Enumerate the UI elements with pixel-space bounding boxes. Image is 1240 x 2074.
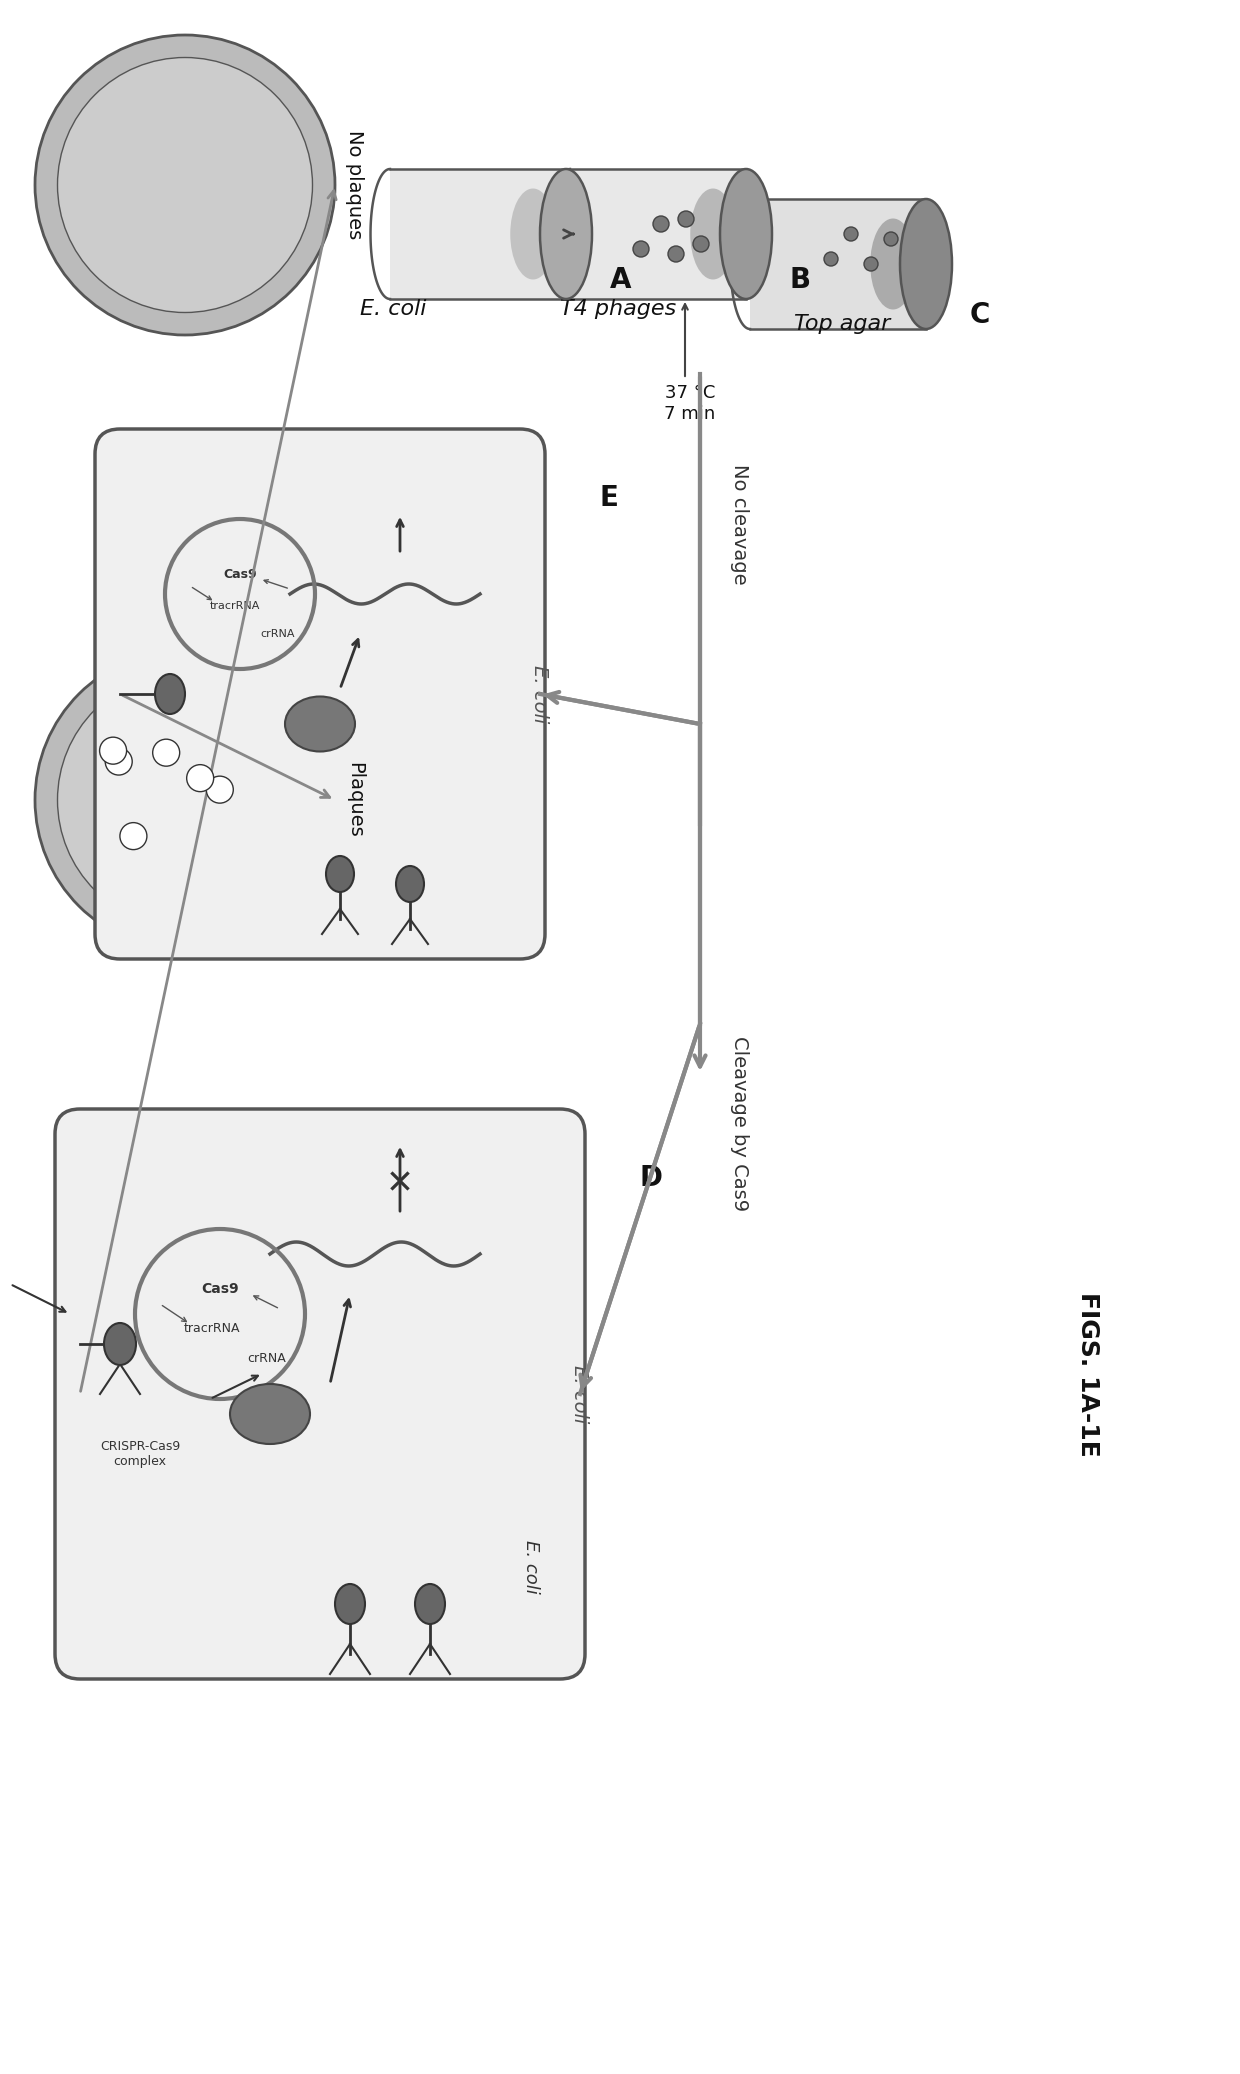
Ellipse shape bbox=[206, 776, 233, 803]
Ellipse shape bbox=[104, 1323, 136, 1365]
Text: E. coli: E. coli bbox=[570, 1365, 589, 1423]
Text: Plaques: Plaques bbox=[345, 761, 365, 838]
Bar bbox=[391, 168, 565, 299]
Circle shape bbox=[693, 236, 709, 253]
Ellipse shape bbox=[335, 1585, 365, 1624]
Text: tracrRNA: tracrRNA bbox=[184, 1323, 239, 1336]
Text: B: B bbox=[790, 265, 811, 295]
Text: Cleavage by Cas9: Cleavage by Cas9 bbox=[730, 1037, 749, 1211]
Ellipse shape bbox=[396, 867, 424, 902]
Ellipse shape bbox=[155, 674, 185, 713]
Circle shape bbox=[825, 253, 838, 265]
Text: No plaques: No plaques bbox=[345, 131, 365, 241]
Ellipse shape bbox=[539, 168, 591, 299]
FancyBboxPatch shape bbox=[95, 429, 546, 958]
Ellipse shape bbox=[720, 168, 773, 299]
Text: D: D bbox=[640, 1164, 663, 1193]
Ellipse shape bbox=[35, 649, 335, 950]
Ellipse shape bbox=[285, 697, 355, 751]
Ellipse shape bbox=[691, 189, 735, 280]
Text: E: E bbox=[600, 483, 619, 512]
FancyBboxPatch shape bbox=[55, 1110, 585, 1680]
Ellipse shape bbox=[57, 672, 312, 927]
Text: E. coli: E. coli bbox=[360, 299, 427, 319]
Circle shape bbox=[653, 216, 670, 232]
Ellipse shape bbox=[415, 1585, 445, 1624]
Text: Cas9: Cas9 bbox=[223, 568, 257, 581]
Text: FIGS. 1A-1E: FIGS. 1A-1E bbox=[1076, 1292, 1100, 1456]
Ellipse shape bbox=[35, 35, 335, 336]
Text: C: C bbox=[970, 301, 991, 330]
Ellipse shape bbox=[57, 58, 312, 313]
Circle shape bbox=[678, 212, 694, 226]
Ellipse shape bbox=[900, 199, 952, 330]
Ellipse shape bbox=[105, 749, 133, 776]
Ellipse shape bbox=[326, 857, 353, 892]
Text: CRISPR-Cas9
complex: CRISPR-Cas9 complex bbox=[100, 1439, 180, 1468]
Text: E. coli: E. coli bbox=[529, 666, 549, 724]
Text: 37 °C
7 min: 37 °C 7 min bbox=[665, 384, 715, 423]
Text: A: A bbox=[610, 265, 631, 295]
Text: tracrRNA: tracrRNA bbox=[210, 601, 260, 612]
Ellipse shape bbox=[510, 189, 556, 280]
Text: Cas9: Cas9 bbox=[201, 1282, 239, 1296]
Text: crRNA: crRNA bbox=[247, 1352, 286, 1365]
Circle shape bbox=[632, 241, 649, 257]
Circle shape bbox=[884, 232, 898, 247]
Text: No cleavage: No cleavage bbox=[730, 465, 749, 585]
Ellipse shape bbox=[153, 738, 180, 765]
Circle shape bbox=[668, 247, 684, 261]
Bar bbox=[570, 168, 746, 299]
Ellipse shape bbox=[187, 765, 213, 792]
Text: ✕: ✕ bbox=[386, 1168, 414, 1201]
Text: crRNA: crRNA bbox=[260, 628, 295, 639]
Ellipse shape bbox=[99, 736, 126, 763]
Text: E. coli: E. coli bbox=[522, 1541, 539, 1595]
Text: Top agar: Top agar bbox=[794, 313, 890, 334]
Bar bbox=[750, 199, 926, 330]
Circle shape bbox=[844, 226, 858, 241]
Ellipse shape bbox=[229, 1383, 310, 1444]
Text: T4 phages: T4 phages bbox=[560, 299, 676, 319]
Circle shape bbox=[864, 257, 878, 272]
Ellipse shape bbox=[120, 823, 146, 850]
Ellipse shape bbox=[870, 218, 916, 309]
